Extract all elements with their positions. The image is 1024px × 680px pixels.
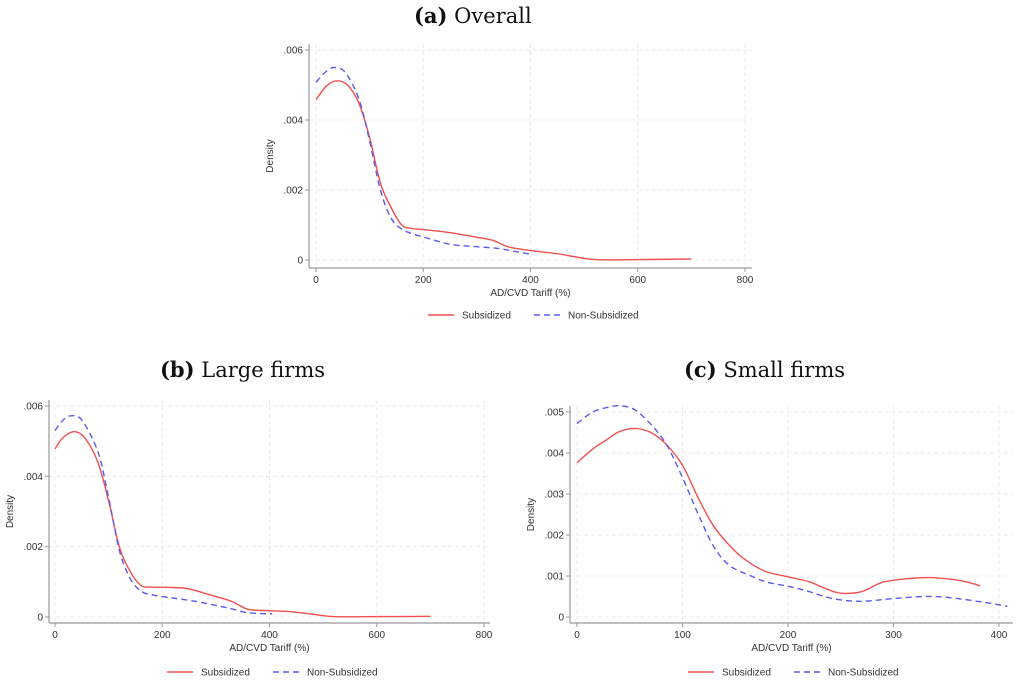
y-axis-label: Density [265, 139, 276, 172]
x-axis-label: AD/CVD Tariff (%) [490, 288, 570, 299]
y-tick-label: .003 [545, 490, 565, 501]
panel-c-title-prefix: (c) [684, 357, 717, 382]
series-line-subsidized [54, 430, 431, 618]
series-line-subsidized [315, 80, 692, 261]
panel-b-title-text: Large firms [201, 358, 326, 382]
legend-label-non-subsidized: Non-Subsidized [307, 668, 378, 679]
panel-a-title-prefix: (a) [414, 3, 448, 28]
panel-a-title-text: Overall [454, 4, 532, 28]
y-tick-label: .002 [24, 542, 44, 553]
y-tick-label: .004 [24, 472, 44, 483]
y-tick-label: 0 [37, 613, 43, 624]
x-axis-label: AD/CVD Tariff (%) [751, 643, 831, 654]
y-tick-label: .001 [545, 572, 565, 583]
y-axis-label: Density [526, 498, 537, 531]
legend: Subsidized Non-Subsidized [167, 668, 378, 679]
panel-c-chart: 0 .001 .002 .003 .004 .005 0 100 200 300 400 AD/CVD… [526, 405, 1013, 679]
x-tick-label: 0 [574, 630, 580, 641]
legend-label-subsidized: Subsidized [201, 668, 250, 679]
series-line-subsidized [576, 427, 981, 595]
x-tick-label: 800 [476, 630, 493, 641]
x-tick-label: 100 [674, 630, 691, 641]
panel-a-chart: 0 .002 .004 .006 0 200 400 600 800 AD/CVD Tariff … [265, 44, 754, 322]
panel-c-title-text: Small firms [723, 358, 846, 382]
panel-b-title-prefix: (b) [160, 357, 195, 382]
panel-b-chart: 0 .002 .004 .006 0 200 400 600 800 AD/CVD Tariff … [5, 400, 493, 679]
x-tick-label: 400 [522, 275, 539, 286]
y-tick-label: .006 [24, 402, 44, 413]
y-tick-label: .004 [545, 449, 565, 460]
x-tick-label: 800 [737, 275, 754, 286]
x-axis-label: AD/CVD Tariff (%) [229, 643, 309, 654]
y-axis-label: Density [5, 495, 16, 528]
y-tick-label: .005 [545, 408, 565, 419]
x-tick-label: 300 [885, 630, 902, 641]
x-tick-label: 200 [415, 275, 432, 286]
series-line-non-subsidized [576, 405, 1008, 607]
y-tick-label: .002 [284, 186, 304, 197]
y-tick-label: .004 [284, 116, 304, 127]
y-tick-label: .006 [284, 46, 304, 57]
panel-a-title: (a) Overall [414, 3, 532, 28]
y-tick-label: .002 [545, 531, 565, 542]
x-tick-label: 200 [154, 630, 171, 641]
x-tick-label: 600 [368, 630, 385, 641]
legend-label-non-subsidized: Non-Subsidized [568, 311, 639, 322]
x-tick-label: 0 [52, 630, 58, 641]
x-tick-label: 400 [991, 630, 1008, 641]
legend-label-subsidized: Subsidized [462, 311, 511, 322]
legend: Subsidized Non-Subsidized [428, 311, 639, 322]
x-tick-label: 400 [261, 630, 278, 641]
y-tick-label: 0 [297, 256, 303, 267]
x-tick-label: 600 [629, 275, 646, 286]
series-line-non-subsidized [315, 66, 534, 256]
series-line-non-subsidized [54, 414, 273, 615]
panel-c-title: (c) Small firms [684, 357, 845, 382]
legend-label-subsidized: Subsidized [722, 668, 771, 679]
panel-b-title: (b) Large firms [160, 357, 325, 382]
legend: Subsidized Non-Subsidized [688, 668, 899, 679]
y-tick-label: 0 [558, 613, 564, 624]
legend-label-non-subsidized: Non-Subsidized [828, 668, 899, 679]
x-tick-label: 0 [313, 275, 319, 286]
x-tick-label: 200 [780, 630, 797, 641]
